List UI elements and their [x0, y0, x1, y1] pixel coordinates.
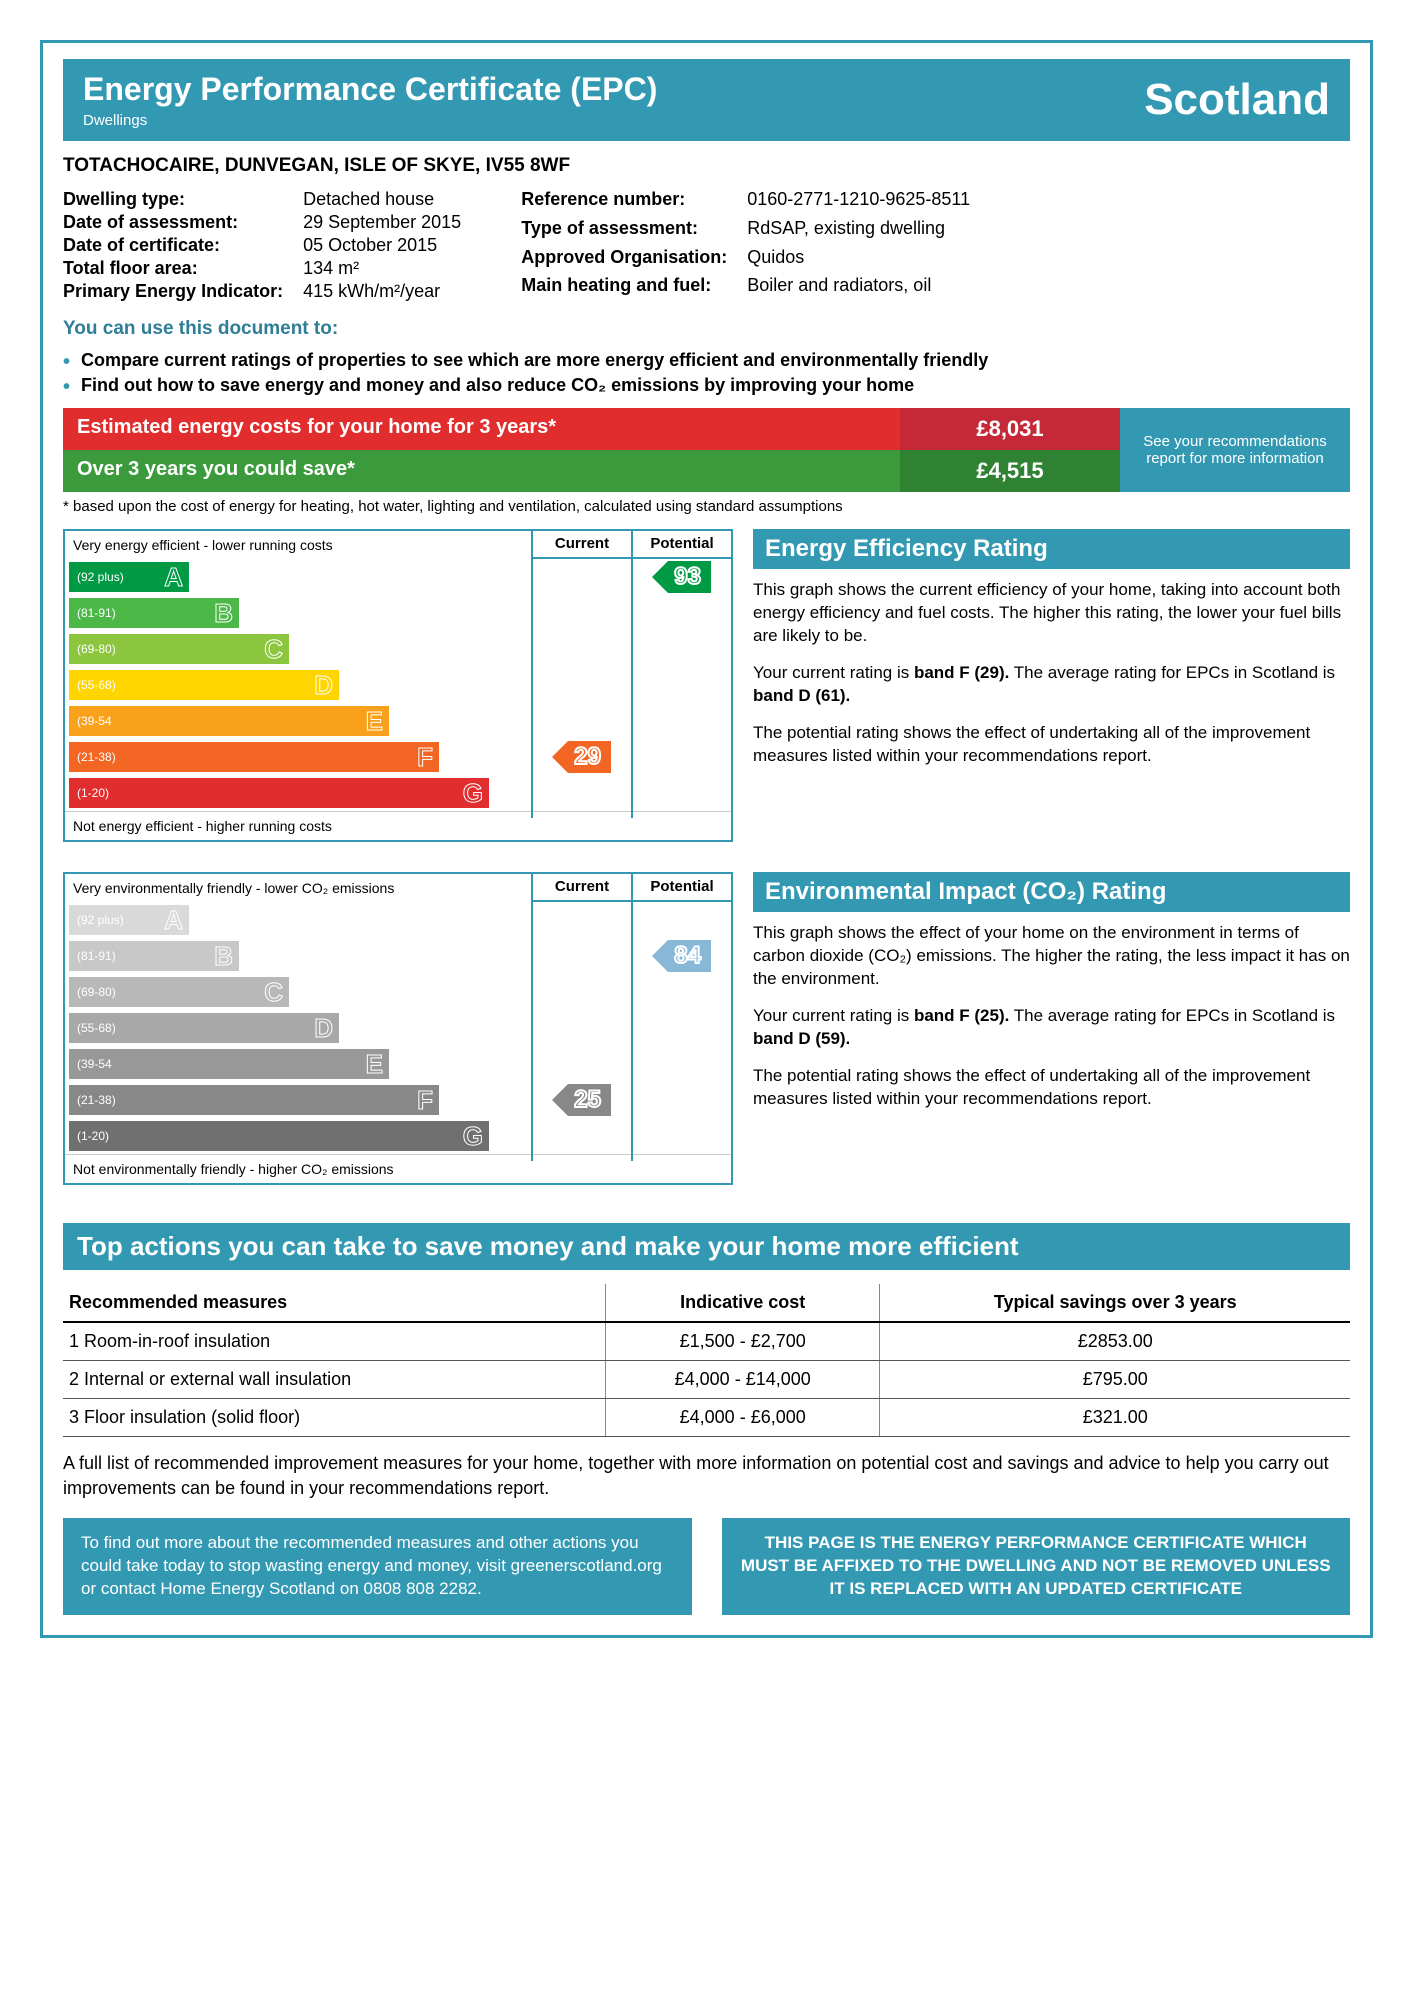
- usage-bullet: Compare current ratings of properties to…: [63, 348, 1350, 373]
- actions-row: 2 Internal or external wall insulation£4…: [63, 1361, 1350, 1399]
- actions-row: 3 Floor insulation (solid floor)£4,000 -…: [63, 1399, 1350, 1437]
- property-address: TOTACHOCAIRE, DUNVEGAN, ISLE OF SKYE, IV…: [63, 155, 1350, 177]
- col-current: Current: [531, 531, 631, 559]
- cost-block: Estimated energy costs for your home for…: [63, 408, 1350, 492]
- environmental-text: This graph shows the effect of your home…: [753, 922, 1350, 1111]
- rating-band-f: (21-38)F: [69, 1085, 439, 1115]
- actions-row: 1 Room-in-roof insulation£1,500 - £2,700…: [63, 1322, 1350, 1361]
- est-cost-value: £8,031: [900, 408, 1120, 450]
- prop-key: Primary Energy Indicator:: [63, 281, 283, 302]
- prop-key: Total floor area:: [63, 258, 283, 279]
- potential-rating-arrow: 93: [668, 561, 711, 593]
- prop-key: Main heating and fuel:: [521, 275, 727, 302]
- chart-top-label: Very energy efficient - lower running co…: [65, 531, 531, 559]
- usage-bullet: Find out how to save energy and money an…: [63, 373, 1350, 398]
- rating-band-e: (39-54E: [69, 706, 389, 736]
- header-bar: Energy Performance Certificate (EPC) Dwe…: [63, 59, 1350, 141]
- rating-band-a: (92 plus)A: [69, 905, 189, 935]
- prop-value: 134 m²: [303, 258, 461, 279]
- prop-key: Approved Organisation:: [521, 247, 727, 274]
- prop-value: 29 September 2015: [303, 212, 461, 233]
- save-label: Over 3 years you could save*: [63, 450, 900, 492]
- rating-band-g: (1-20)G: [69, 1121, 489, 1151]
- recommendations-note: See your recommendations report for more…: [1120, 408, 1350, 492]
- cost-footnote: * based upon the cost of energy for heat…: [63, 498, 1350, 515]
- chart-bottom-label: Not environmentally friendly - higher CO…: [65, 1154, 731, 1183]
- actions-table: Recommended measuresIndicative costTypic…: [63, 1284, 1350, 1437]
- prop-key: Date of certificate:: [63, 235, 283, 256]
- info-box-right: THIS PAGE IS THE ENERGY PERFORMANCE CERT…: [722, 1518, 1351, 1615]
- chart-top-label: Very environmentally friendly - lower CO…: [65, 874, 531, 902]
- rating-band-b: (81-91)B: [69, 598, 239, 628]
- page-subtitle: Dwellings: [83, 112, 657, 129]
- actions-header: Indicative cost: [605, 1284, 880, 1322]
- rating-band-e: (39-54E: [69, 1049, 389, 1079]
- col-potential: Potential: [631, 531, 731, 559]
- environmental-heading: Environmental Impact (CO₂) Rating: [753, 872, 1350, 912]
- rating-band-f: (21-38)F: [69, 742, 439, 772]
- rating-band-c: (69-80)C: [69, 977, 289, 1007]
- col-current: Current: [531, 874, 631, 902]
- prop-key: Reference number:: [521, 189, 727, 216]
- info-box-left: To find out more about the recommended m…: [63, 1518, 692, 1615]
- environmental-chart: Very environmentally friendly - lower CO…: [63, 872, 733, 1185]
- actions-header: Typical savings over 3 years: [880, 1284, 1350, 1322]
- full-list-note: A full list of recommended improvement m…: [63, 1451, 1350, 1500]
- rating-band-b: (81-91)B: [69, 941, 239, 971]
- potential-rating-arrow: 84: [668, 940, 711, 972]
- prop-key: Type of assessment:: [521, 218, 727, 245]
- current-rating-arrow: 29: [568, 741, 611, 773]
- usage-bullets: Compare current ratings of properties to…: [63, 348, 1350, 398]
- actions-header: Recommended measures: [63, 1284, 605, 1322]
- save-value: £4,515: [900, 450, 1120, 492]
- chart-bottom-label: Not energy efficient - higher running co…: [65, 811, 731, 840]
- rating-band-g: (1-20)G: [69, 778, 489, 808]
- prop-value: RdSAP, existing dwelling: [747, 218, 970, 245]
- prop-value: Detached house: [303, 189, 461, 210]
- prop-value: Quidos: [747, 247, 970, 274]
- efficiency-chart: Very energy efficient - lower running co…: [63, 529, 733, 842]
- col-potential: Potential: [631, 874, 731, 902]
- epc-page: Energy Performance Certificate (EPC) Dwe…: [40, 40, 1373, 1638]
- efficiency-heading: Energy Efficiency Rating: [753, 529, 1350, 569]
- prop-value: 415 kWh/m²/year: [303, 281, 461, 302]
- prop-value: 05 October 2015: [303, 235, 461, 256]
- rating-band-c: (69-80)C: [69, 634, 289, 664]
- usage-heading: You can use this document to:: [63, 318, 1350, 340]
- prop-key: Dwelling type:: [63, 189, 283, 210]
- rating-band-d: (55-68)D: [69, 1013, 339, 1043]
- est-cost-label: Estimated energy costs for your home for…: [63, 408, 900, 450]
- prop-value: 0160-2771-1210-9625-8511: [747, 189, 970, 216]
- property-details: Dwelling type: Detached house Date of asse…: [63, 189, 1350, 302]
- efficiency-text: This graph shows the current efficiency …: [753, 579, 1350, 768]
- actions-heading: Top actions you can take to save money a…: [63, 1223, 1350, 1270]
- page-title: Energy Performance Certificate (EPC): [83, 71, 657, 108]
- prop-key: Date of assessment:: [63, 212, 283, 233]
- region-label: Scotland: [1144, 75, 1330, 125]
- current-rating-arrow: 25: [568, 1084, 611, 1116]
- rating-band-d: (55-68)D: [69, 670, 339, 700]
- rating-band-a: (92 plus)A: [69, 562, 189, 592]
- prop-value: Boiler and radiators, oil: [747, 275, 970, 302]
